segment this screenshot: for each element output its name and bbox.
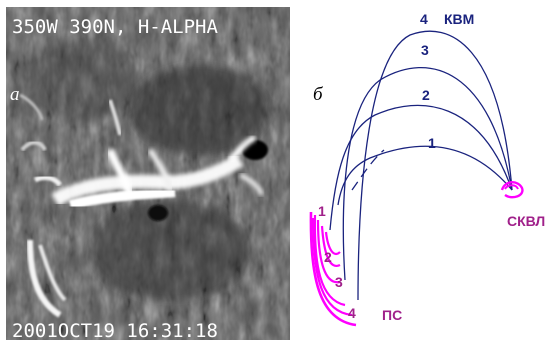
dashed-connector	[351, 149, 385, 191]
image-timestamp-label: 2001OCT19 16:31:18	[12, 320, 218, 342]
big-loop-number-4: 4	[420, 11, 428, 27]
small-loop-label: ПС	[382, 307, 402, 323]
panel-b-letter: б	[313, 84, 324, 105]
big-loop-number-1: 1	[428, 135, 436, 151]
big-loop-1	[337, 145, 513, 206]
small-loop-4	[324, 231, 341, 256]
big-loop-label: КВМ	[444, 11, 474, 27]
big-loop-4	[357, 30, 513, 301]
big-loop-number-2: 2	[422, 87, 430, 103]
small-loop-2	[316, 219, 341, 284]
panel-a-letter: а	[10, 84, 20, 105]
image-header-label: 350W 390N, H-ALPHA	[12, 16, 218, 38]
small-loop-number-3: 3	[335, 274, 343, 290]
small-loop-5	[309, 211, 357, 327]
right-footpoint-loop-1	[500, 181, 524, 199]
small-loop-number-1: 1	[318, 203, 326, 219]
big-loop-number-3: 3	[421, 42, 429, 58]
right-footpoint-loop-2	[504, 184, 519, 190]
small-loop-3	[320, 225, 341, 268]
small-loop-number-2: 2	[324, 249, 332, 265]
right-footpoint-label: СКВЛ	[507, 213, 545, 229]
small-loop-1	[313, 214, 346, 307]
big-loop-2	[329, 104, 513, 231]
small-loop-6	[311, 217, 353, 317]
small-loop-number-4: 4	[348, 305, 356, 321]
